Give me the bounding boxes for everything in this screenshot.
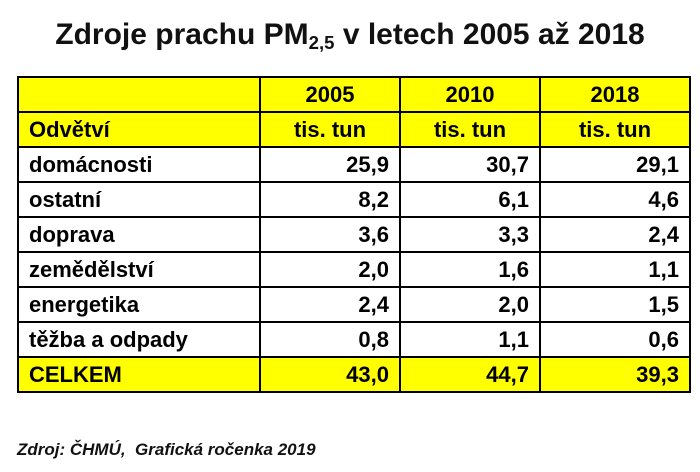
row-label: těžba a odpady	[17, 321, 261, 358]
source-note: Zdroj: ČHMÚ, Grafická ročenka 2019	[17, 440, 316, 459]
row-value-2010: 1,6	[399, 251, 541, 288]
year-header-2010: 2010	[399, 76, 541, 113]
table-header-units: Odvětví tis. tun tis. tun tis. tun	[17, 111, 691, 148]
row-value-2010: 6,1	[399, 181, 541, 218]
pm25-sources-table: 2005 2010 2018 Odvětví tis. tun tis. tun…	[17, 76, 691, 393]
total-value-2010: 44,7	[399, 356, 541, 393]
title-subscript: 2,5	[308, 32, 335, 54]
unit-header-2005: tis. tun	[259, 111, 401, 148]
unit-header-2010: tis. tun	[399, 111, 541, 148]
row-label: ostatní	[17, 181, 261, 218]
row-value-2005: 0,8	[259, 321, 401, 358]
table-row: těžba a odpady 0,8 1,1 0,6	[17, 321, 691, 358]
row-value-2018: 1,1	[539, 251, 691, 288]
row-value-2018: 29,1	[539, 146, 691, 183]
row-value-2018: 0,6	[539, 321, 691, 358]
row-value-2010: 3,3	[399, 216, 541, 253]
title-prefix: Zdroje prachu PM	[55, 18, 309, 51]
total-label: CELKEM	[17, 356, 261, 393]
corner-cell	[17, 76, 261, 113]
table-header-years: 2005 2010 2018	[17, 76, 691, 113]
row-value-2010: 30,7	[399, 146, 541, 183]
row-value-2018: 4,6	[539, 181, 691, 218]
category-header: Odvětví	[17, 111, 261, 148]
row-value-2005: 8,2	[259, 181, 401, 218]
row-value-2005: 25,9	[259, 146, 401, 183]
table-row: ostatní 8,2 6,1 4,6	[17, 181, 691, 218]
table-row: doprava 3,6 3,3 2,4	[17, 216, 691, 253]
row-label: doprava	[17, 216, 261, 253]
table-row: energetika 2,4 2,0 1,5	[17, 286, 691, 323]
row-value-2018: 1,5	[539, 286, 691, 323]
row-value-2005: 3,6	[259, 216, 401, 253]
row-value-2005: 2,4	[259, 286, 401, 323]
row-value-2018: 2,4	[539, 216, 691, 253]
table-row: zemědělství 2,0 1,6 1,1	[17, 251, 691, 288]
table-total-row: CELKEM 43,0 44,7 39,3	[17, 356, 691, 393]
total-value-2005: 43,0	[259, 356, 401, 393]
row-label: zemědělství	[17, 251, 261, 288]
page-title: Zdroje prachu PM2,5 v letech 2005 až 201…	[0, 18, 700, 54]
row-value-2005: 2,0	[259, 251, 401, 288]
row-label: energetika	[17, 286, 261, 323]
total-value-2018: 39,3	[539, 356, 691, 393]
row-label: domácnosti	[17, 146, 261, 183]
year-header-2018: 2018	[539, 76, 691, 113]
row-value-2010: 1,1	[399, 321, 541, 358]
year-header-2005: 2005	[259, 76, 401, 113]
title-suffix: v letech 2005 až 2018	[334, 18, 645, 51]
row-value-2010: 2,0	[399, 286, 541, 323]
table-row: domácnosti 25,9 30,7 29,1	[17, 146, 691, 183]
unit-header-2018: tis. tun	[539, 111, 691, 148]
